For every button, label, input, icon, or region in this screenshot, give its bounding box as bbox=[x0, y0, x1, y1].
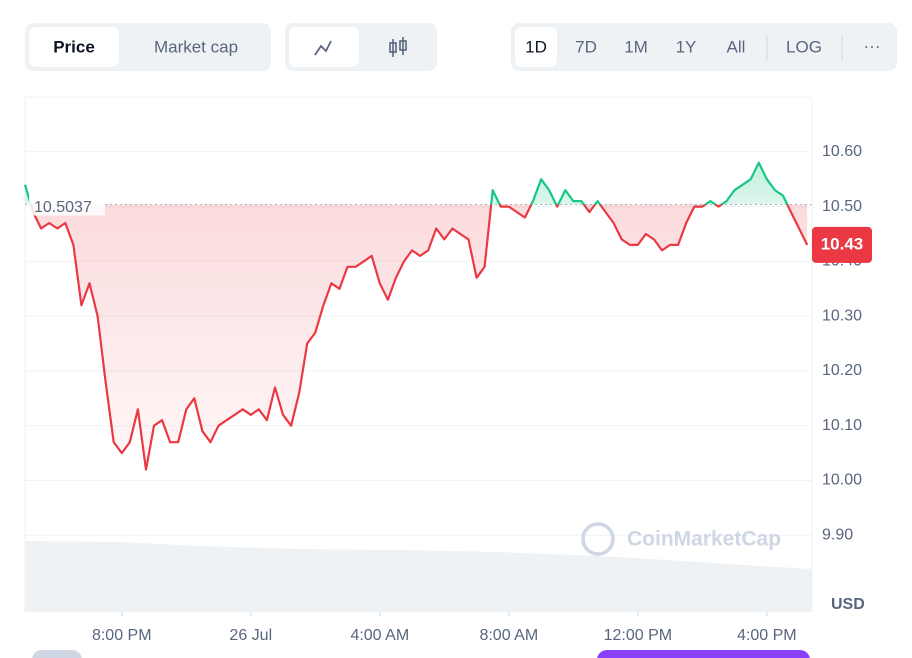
candle-icon[interactable] bbox=[389, 37, 407, 57]
plot: 10.5037 bbox=[23, 151, 812, 616]
current-price: 10.43 bbox=[821, 234, 864, 253]
active-type-bg bbox=[289, 27, 359, 67]
active-tab-bg bbox=[29, 27, 119, 67]
range-7d[interactable]: 7D bbox=[575, 37, 597, 56]
range-all[interactable]: All bbox=[727, 37, 746, 56]
volume-area bbox=[25, 541, 812, 612]
y-tick-label: 10.30 bbox=[822, 307, 862, 324]
x-tick-label: 12:00 PM bbox=[604, 627, 672, 644]
tab-market-cap[interactable]: Market cap bbox=[154, 37, 238, 56]
y-axis-label: USD bbox=[831, 596, 865, 613]
log-toggle[interactable]: LOG bbox=[786, 37, 822, 56]
baseline-label: 10.5037 bbox=[34, 199, 92, 216]
scroll-handle[interactable] bbox=[32, 650, 82, 658]
range-toggle bbox=[511, 23, 897, 71]
y-tick-label: 10.10 bbox=[822, 417, 862, 434]
price-line bbox=[23, 161, 809, 471]
promo-pill[interactable] bbox=[597, 650, 810, 658]
tab-price[interactable]: Price bbox=[53, 37, 95, 56]
baseline-label-bg bbox=[29, 193, 105, 216]
range-1d[interactable]: 1D bbox=[525, 37, 547, 56]
x-tick-label: 4:00 AM bbox=[350, 627, 409, 644]
watermark: CoinMarketCap bbox=[627, 528, 781, 551]
active-range-bg bbox=[515, 27, 557, 67]
price-area bbox=[25, 162, 808, 470]
line-icon[interactable] bbox=[314, 40, 332, 56]
watermark-logo bbox=[581, 522, 615, 556]
x-tick-label: 8:00 AM bbox=[479, 627, 538, 644]
y-tick-label: 10.50 bbox=[822, 198, 862, 215]
range-1y[interactable]: 1Y bbox=[676, 37, 697, 56]
y-tick-label: 9.90 bbox=[822, 527, 853, 544]
price-badge bbox=[812, 226, 872, 263]
range-1m[interactable]: 1M bbox=[624, 37, 648, 56]
x-tick-label: 26 Jul bbox=[229, 627, 272, 644]
x-tick-label: 8:00 PM bbox=[92, 627, 152, 644]
y-tick-label: 10.60 bbox=[822, 143, 862, 160]
y-tick-label: 10.00 bbox=[822, 472, 862, 489]
more-button[interactable]: ··· bbox=[864, 36, 881, 55]
x-tick-label: 4:00 PM bbox=[737, 627, 797, 644]
y-tick-label: 10.20 bbox=[822, 362, 862, 379]
